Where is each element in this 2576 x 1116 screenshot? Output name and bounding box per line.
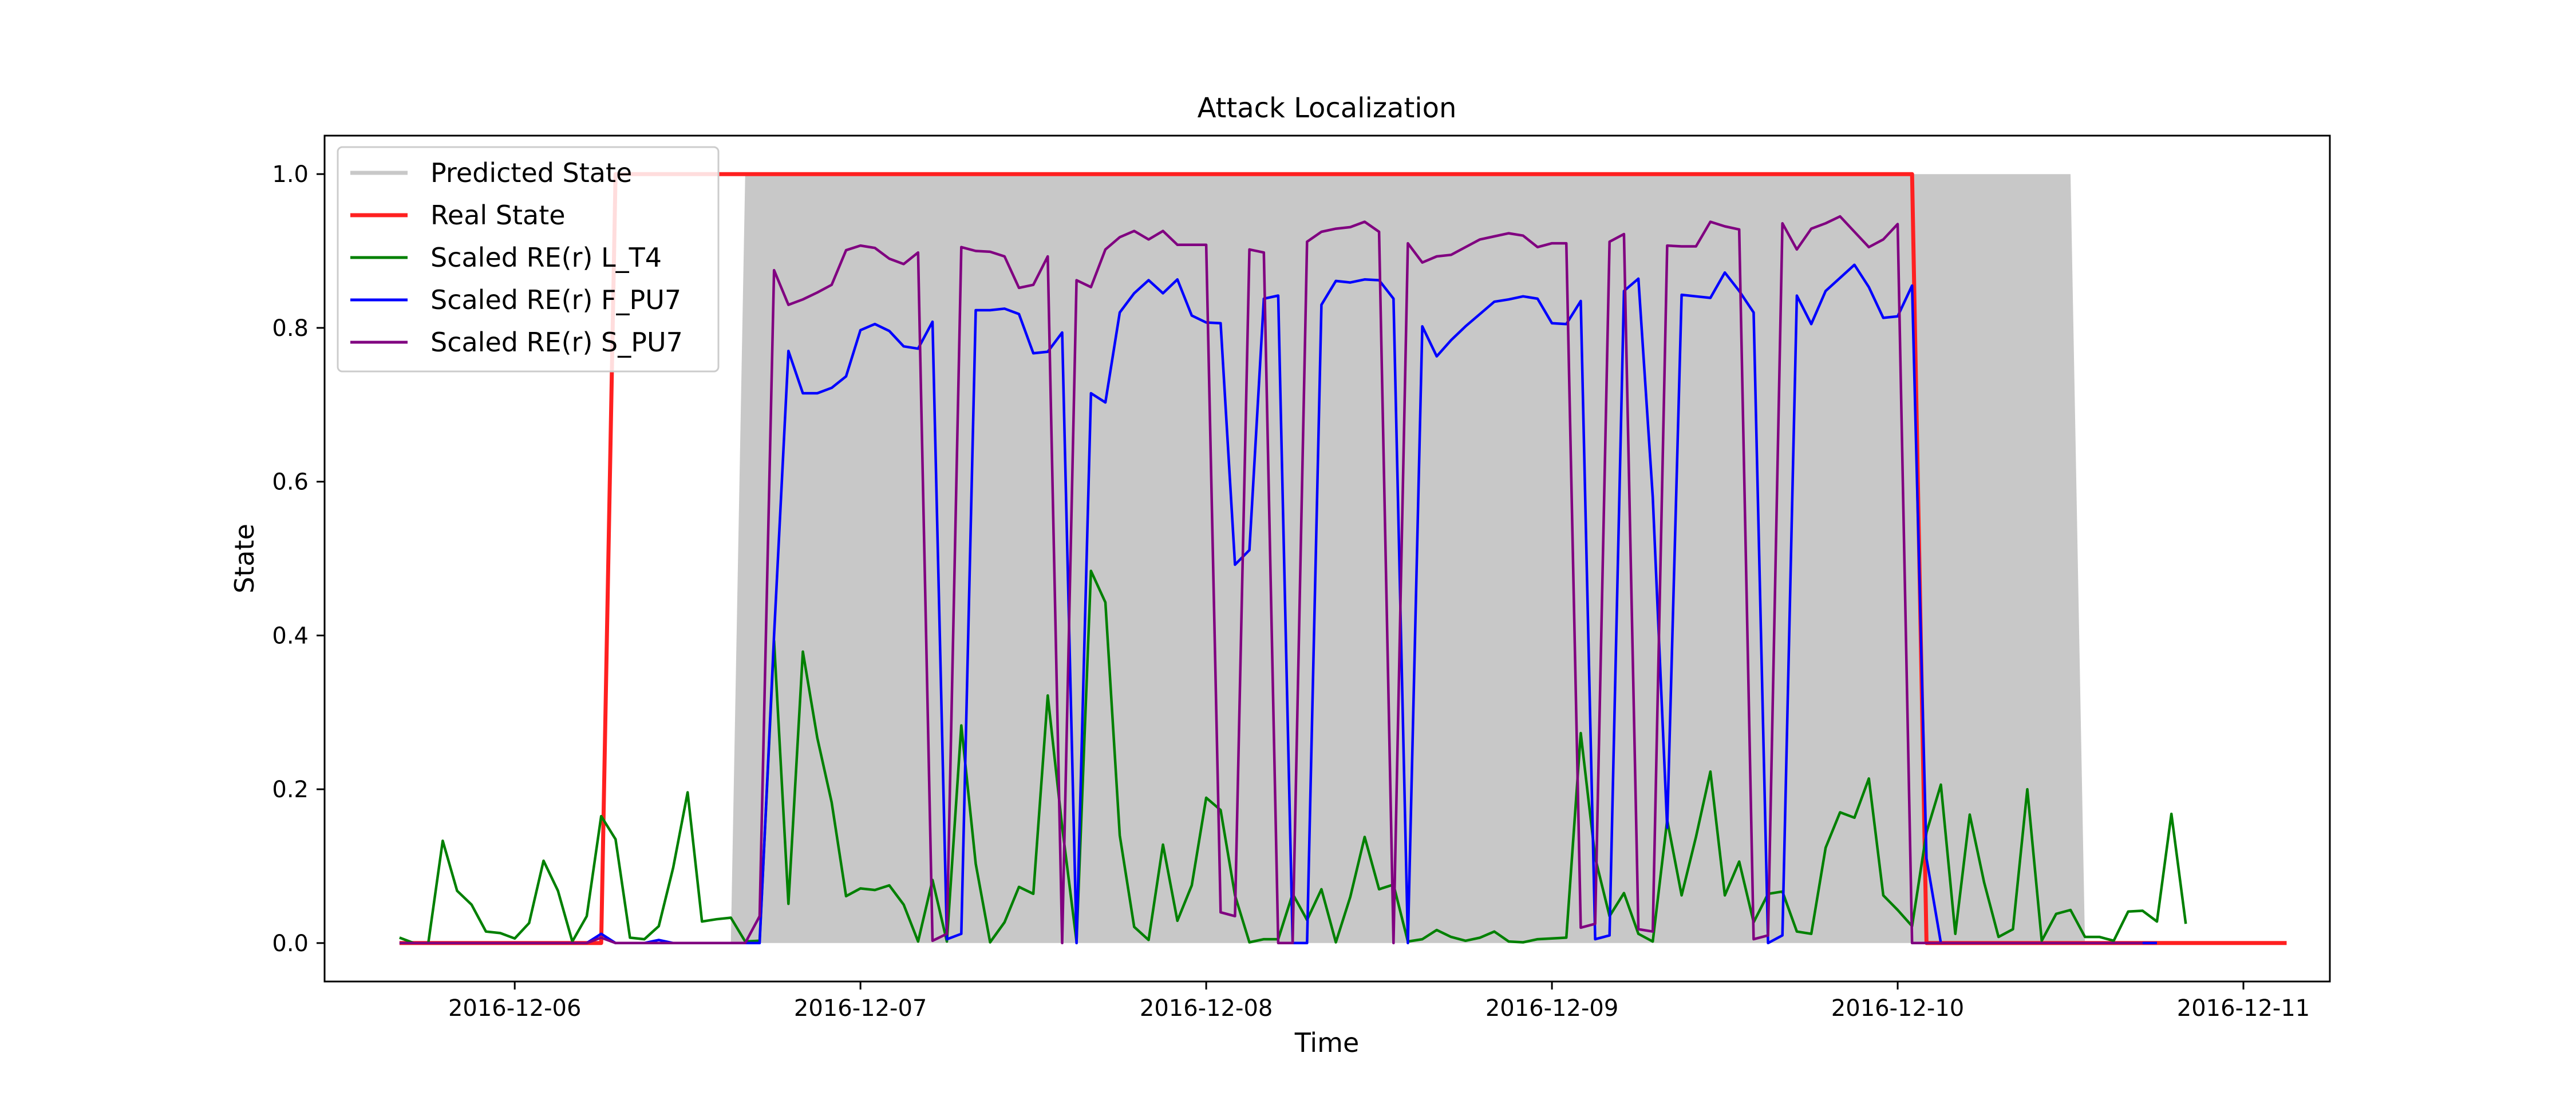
y-tick-label: 1.0 — [272, 161, 309, 188]
plot-area — [399, 172, 2287, 945]
axes-frame — [323, 134, 2331, 983]
x-tick-label: 2016-12-10 — [1831, 995, 1964, 1022]
series-line-scaled-re-r-s-pu7 — [399, 215, 2143, 945]
legend-label: Scaled RE(r) F_PU7 — [430, 284, 681, 315]
y-axis-label: State — [229, 524, 260, 593]
legend-label: Real State — [430, 200, 566, 231]
y-tick-label: 0.0 — [272, 931, 309, 957]
x-tick-label: 2016-12-08 — [1140, 995, 1273, 1022]
x-tick-label: 2016-12-06 — [448, 995, 581, 1022]
legend-box — [337, 146, 720, 373]
y-tick-label: 0.4 — [272, 623, 309, 649]
legend-label: Scaled RE(r) L_T4 — [430, 242, 662, 273]
x-tick-label: 2016-12-07 — [794, 995, 927, 1022]
x-tick-label: 2016-12-11 — [2177, 995, 2310, 1022]
y-axis: 0.0 0.2 0.4 0.6 0.8 1.0 — [272, 161, 325, 957]
x-axis: 2016-12-06 2016-12-07 2016-12-08 2016-12-09… — [448, 982, 2310, 1022]
legend-label: Predicted State — [430, 157, 632, 188]
y-tick-label: 0.2 — [272, 777, 309, 803]
legend-label: Scaled RE(r) S_PU7 — [430, 327, 683, 358]
y-tick-label: 0.6 — [272, 469, 309, 496]
predicted-state-area — [399, 174, 2287, 943]
x-tick-label: 2016-12-09 — [1485, 995, 1618, 1022]
x-axis-label: Time — [1294, 1027, 1360, 1058]
y-tick-label: 0.8 — [272, 315, 309, 342]
legend: Predicted State Real State Scaled RE(r) L_… — [337, 146, 720, 373]
chart-title: Attack Localization — [1198, 92, 1457, 124]
